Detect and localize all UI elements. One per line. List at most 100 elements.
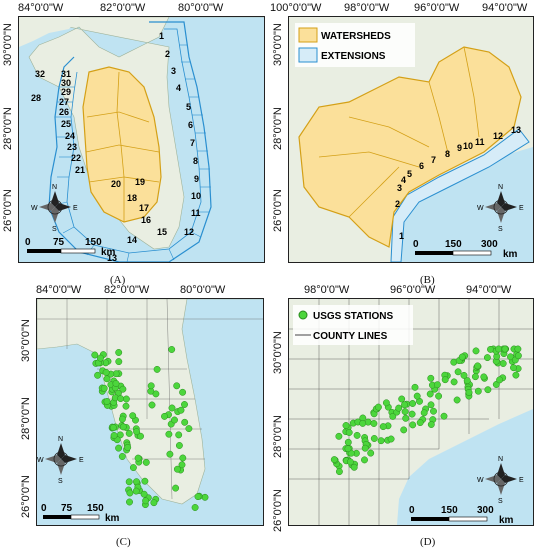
station-marker	[499, 360, 507, 367]
station-marker	[153, 365, 161, 373]
ext-num: 7	[431, 155, 436, 165]
station-marker	[126, 498, 133, 506]
ext-num: 4	[401, 175, 406, 185]
station-marker	[430, 407, 437, 415]
station-marker	[387, 435, 395, 443]
station-marker	[345, 429, 353, 436]
station-marker	[172, 484, 180, 492]
ext-num: 23	[67, 142, 77, 152]
station-marker	[168, 404, 176, 412]
station-marker	[173, 382, 181, 390]
station-marker	[435, 392, 443, 400]
station-marker	[426, 390, 434, 398]
lon-tick-96: 96°0'0"W	[414, 2, 460, 14]
map-c: N S W E 0 75 150 km	[36, 298, 264, 526]
station-marker	[495, 345, 503, 353]
panel-c: 84°0'0"W 82°0'0"W 80°0'0"W 30°0'0"N 28°0…	[0, 282, 270, 550]
station-marker	[168, 346, 176, 353]
map-b: 1 2 3 4 5 6 7 8 9 10 11 12 13 WATERSHEDS	[288, 16, 534, 263]
station-marker	[102, 369, 110, 376]
station-marker	[411, 383, 419, 391]
station-marker	[440, 412, 448, 420]
station-marker	[110, 432, 118, 439]
station-marker	[103, 398, 111, 405]
ext-num: 9	[194, 174, 199, 184]
station-marker	[124, 443, 132, 451]
ext-num: 25	[61, 119, 71, 129]
station-marker	[181, 401, 188, 408]
svg-text:N: N	[58, 436, 63, 443]
station-marker	[150, 499, 158, 507]
svg-text:km: km	[101, 247, 116, 258]
ext-num: 30	[61, 78, 71, 88]
station-marker	[140, 490, 148, 498]
station-marker	[350, 463, 358, 471]
ext-num: 13	[107, 253, 117, 262]
svg-text:E: E	[519, 477, 524, 484]
svg-text:S: S	[498, 498, 503, 505]
legend-swatch-extensions	[298, 47, 318, 63]
station-marker	[118, 415, 126, 423]
svg-text:W: W	[477, 477, 484, 484]
station-marker	[117, 395, 125, 403]
svg-text:0: 0	[41, 503, 47, 514]
compass-icon: N S W E	[477, 456, 524, 505]
svg-text:0: 0	[413, 239, 419, 250]
ext-num: 2	[395, 199, 400, 209]
lon-tick-94: 94°0'0"W	[482, 2, 528, 14]
svg-text:km: km	[503, 249, 518, 260]
svg-text:N: N	[498, 456, 503, 463]
svg-text:75: 75	[61, 503, 73, 514]
svg-text:N: N	[498, 184, 503, 191]
station-marker	[370, 435, 378, 442]
station-marker	[463, 377, 471, 385]
station-marker	[480, 373, 488, 381]
station-marker	[109, 424, 117, 432]
station-marker	[374, 403, 382, 411]
svg-text:E: E	[79, 457, 84, 464]
station-marker	[173, 465, 181, 473]
svg-text:S: S	[58, 478, 63, 485]
station-marker	[119, 385, 127, 393]
lon-tick-80: 80°0'0"W	[178, 2, 224, 14]
svg-text:km: km	[499, 515, 514, 525]
ext-num: 29	[61, 87, 71, 97]
station-marker	[142, 497, 150, 505]
station-marker	[483, 354, 491, 362]
station-marker	[122, 402, 130, 410]
station-marker	[501, 345, 509, 353]
ext-num: 9	[457, 143, 462, 153]
lat-tick-28: 28°0'0"N	[272, 107, 284, 150]
station-marker	[427, 374, 435, 382]
svg-text:W: W	[37, 457, 44, 464]
lat-tick-26: 26°0'0"N	[20, 475, 32, 518]
station-marker	[377, 437, 385, 445]
station-marker	[342, 422, 350, 429]
svg-text:300: 300	[481, 239, 498, 250]
legend-label-extensions: EXTENSIONS	[321, 51, 386, 62]
station-marker	[474, 387, 482, 395]
ext-num: 6	[188, 120, 193, 130]
lat-tick-30: 30°0'0"N	[272, 331, 284, 374]
legend-d: USGS STATIONS COUNTY LINES	[293, 305, 413, 345]
station-marker	[112, 380, 120, 387]
compass-icon: N S W E	[31, 184, 78, 233]
station-marker	[175, 442, 183, 449]
legend-b: WATERSHEDS EXTENSIONS	[295, 23, 415, 67]
ext-num: 11	[475, 137, 485, 147]
station-marker	[367, 449, 375, 457]
lat-tick-26: 26°0'0"N	[2, 189, 14, 232]
station-marker	[474, 362, 482, 370]
station-marker	[413, 392, 421, 400]
station-marker	[465, 389, 473, 396]
station-marker	[133, 428, 141, 436]
svg-text:S: S	[52, 226, 57, 233]
station-marker	[165, 430, 173, 438]
station-marker	[395, 404, 403, 412]
lon-tick-94: 94°0'0"W	[466, 284, 512, 296]
ext-num: 7	[190, 138, 195, 148]
lat-tick-26: 26°0'0"N	[272, 489, 284, 532]
ext-num: 28	[31, 93, 41, 103]
ext-num: 26	[59, 107, 69, 117]
station-marker	[335, 468, 343, 476]
